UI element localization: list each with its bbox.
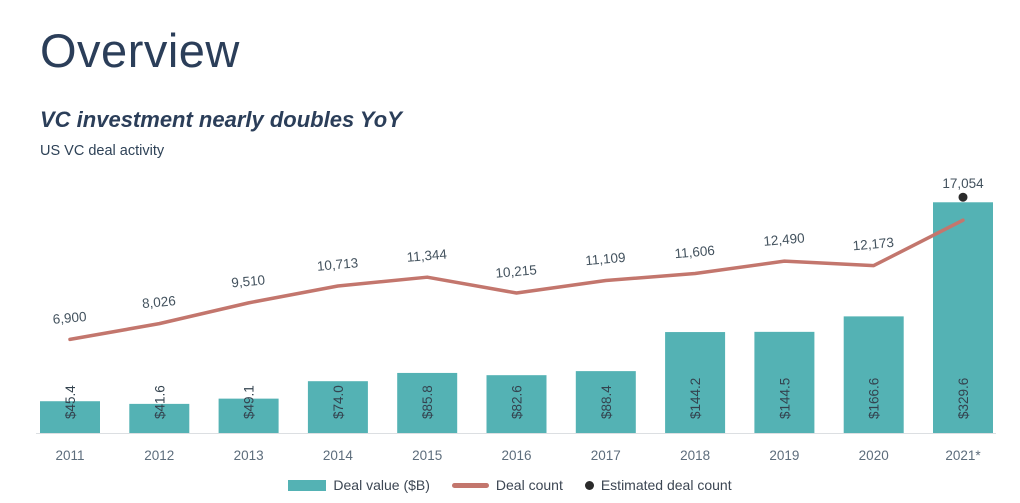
deal-value-bar-2014: [307, 381, 368, 433]
legend-item-deal-count: Deal count: [451, 477, 563, 493]
x-axis-label-2014: 2014: [323, 448, 354, 463]
bar-value-label: $85.8: [420, 385, 435, 419]
deal-count-label: 11,109: [585, 250, 626, 268]
x-axis-label-2011: 2011: [55, 448, 84, 463]
bar-value-label: $166.6: [867, 378, 882, 419]
bar-value-label: $74.0: [331, 385, 346, 419]
deal-count-label: 12,173: [852, 235, 894, 254]
x-axis-label-2017: 2017: [591, 448, 621, 463]
deal-count-label: 10,215: [495, 262, 537, 281]
deal-count-label: 11,606: [674, 243, 715, 261]
deal-value-bar-2018: [665, 332, 726, 433]
bar-value-label: $45.4: [63, 385, 78, 419]
chart-caption: US VC deal activity: [40, 143, 165, 159]
deal-value-bar-2015: [397, 372, 458, 433]
legend-deal-count-label: Deal count: [495, 477, 563, 493]
deal-value-bar-2017: [575, 371, 636, 433]
x-axis-label-2016: 2016: [501, 448, 531, 463]
x-axis-label-2013: 2013: [234, 448, 264, 463]
x-axis-label-2021: 2021*: [945, 448, 981, 463]
x-axis-label-2018: 2018: [680, 448, 710, 463]
x-axis-label-2015: 2015: [412, 448, 442, 463]
x-axis-label-2019: 2019: [769, 448, 799, 463]
deal-count-label: 11,344: [406, 246, 448, 264]
deal-count-label: 9,510: [231, 272, 266, 290]
estimated-deal-count-label: 17,054: [942, 176, 984, 191]
bar-value-label: $41.6: [152, 385, 167, 419]
chart-headline: VC investment nearly doubles YoY: [40, 107, 402, 132]
x-axis-label-2020: 2020: [859, 448, 889, 463]
deal-count-line: [68, 218, 965, 342]
deal-value-bar-2011: [40, 401, 100, 433]
deal-value-bar-2013: [218, 398, 279, 433]
deal-value-bar-2012: [129, 403, 190, 433]
x-axis-label-2012: 2012: [144, 448, 174, 463]
deal-count-line-swatch-icon: [451, 482, 489, 488]
legend-estimated-label: Estimated deal count: [600, 477, 732, 493]
legend-item-estimated: Estimated deal count: [584, 477, 732, 493]
deal-value-bar-2016: [486, 375, 547, 433]
deal-value-bar-2019: [754, 331, 815, 433]
chart-legend: Deal value ($B) Deal count Estimated dea…: [0, 477, 1020, 493]
deal-value-bar-2021*: [933, 202, 993, 433]
page-title: Overview: [40, 24, 240, 77]
legend-deal-value-label: Deal value ($B): [333, 477, 430, 493]
deal-value-swatch-icon: [288, 479, 327, 491]
deal-count-label: 12,490: [763, 230, 805, 249]
bar-value-label: $144.2: [688, 378, 703, 419]
bar-value-label: $82.6: [510, 385, 525, 419]
estimated-dot-swatch-icon: [584, 480, 594, 490]
deal-count-label: 10,713: [316, 255, 358, 274]
estimated-deal-count-dot: [958, 192, 968, 202]
deal-count-label: 6,900: [52, 309, 87, 327]
bar-value-label: $329.6: [956, 378, 971, 419]
legend-item-deal-value: Deal value ($B): [288, 477, 430, 493]
deal-value-bar-2020: [843, 316, 904, 433]
bar-value-label: $144.5: [777, 378, 792, 419]
bar-value-label: $88.4: [599, 385, 614, 419]
deal-count-label: 8,026: [141, 293, 176, 311]
bar-value-label: $49.1: [242, 385, 257, 419]
